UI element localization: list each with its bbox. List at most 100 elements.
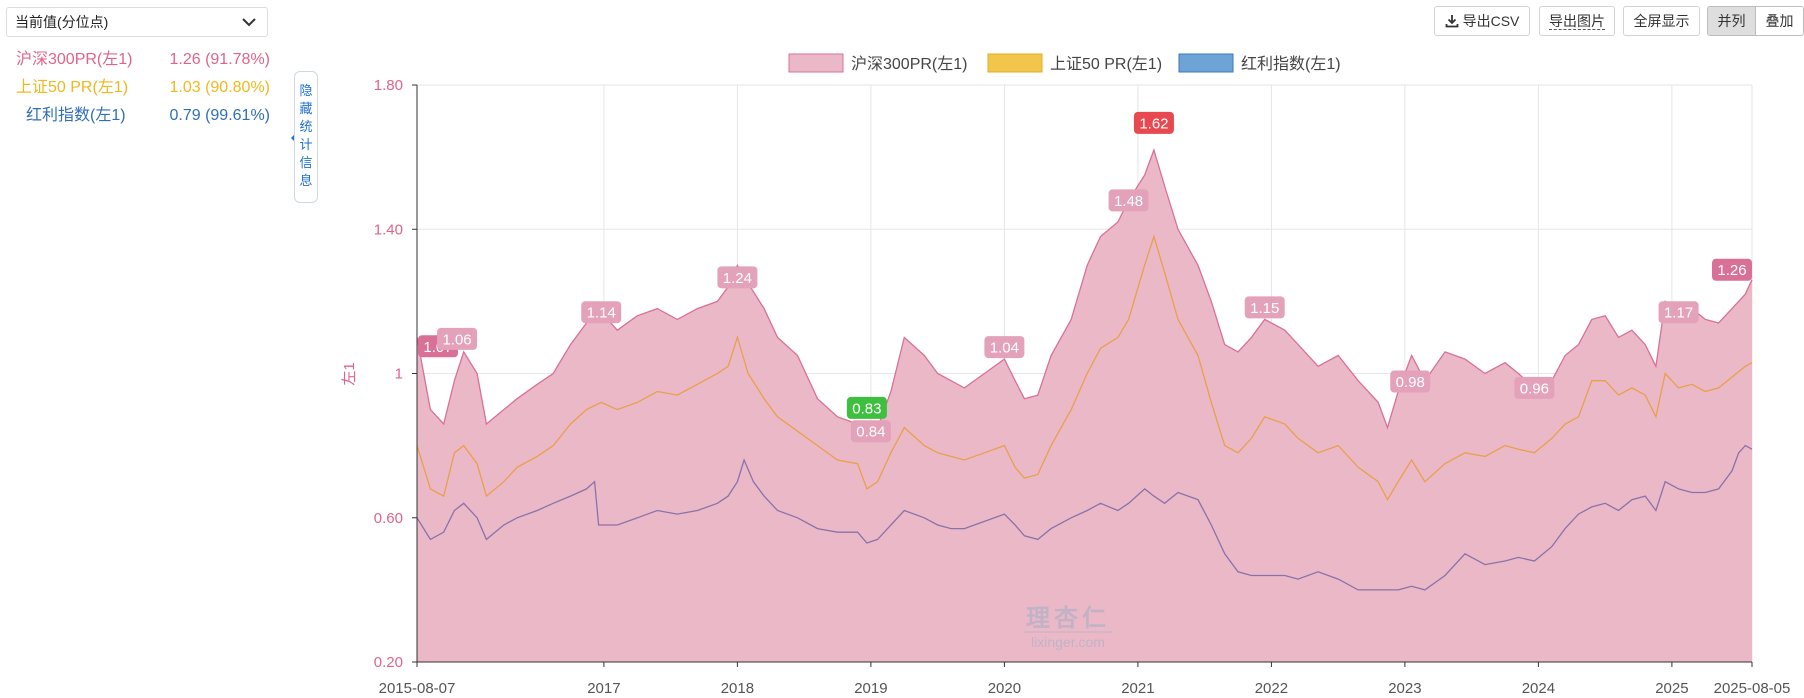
data-label: 1.48: [1108, 189, 1149, 212]
tab-char: 隐: [299, 83, 313, 98]
x-tick-label: 2017: [587, 680, 620, 697]
data-label: 0.96: [1514, 376, 1555, 399]
data-label: 1.26: [1712, 258, 1752, 281]
x-tick-label: 2023: [1388, 680, 1421, 697]
data-label: 1.17: [1658, 301, 1699, 324]
display-mode-toggle: 并列 叠加: [1707, 6, 1804, 36]
stat-name: 沪深300PR(左1): [16, 51, 133, 68]
series-line-sz50: [416, 234, 1753, 502]
legend-label: 沪深300PR(左1): [851, 55, 967, 73]
data-label: 1.04: [984, 336, 1025, 359]
export-image-label: 导出图片: [1549, 12, 1605, 30]
collapse-arrow-icon: [291, 134, 295, 142]
chevron-down-icon: [242, 18, 256, 27]
x-tick-label: 2025: [1655, 680, 1688, 697]
data-label: 1.14: [581, 301, 622, 324]
stat-name: 红利指数(左1): [26, 107, 126, 124]
data-label-bg: [846, 396, 887, 419]
dropdown-label: 当前值(分位点): [15, 14, 109, 30]
series-area-hs300: [417, 149, 1752, 662]
y-tick-label: 0.60: [374, 510, 403, 527]
data-label: 1.24: [717, 266, 758, 289]
data-label-text: 0.83: [852, 400, 881, 417]
data-label-text: 1.17: [1664, 305, 1693, 322]
y-tick-label: 1.80: [374, 77, 403, 94]
watermark-url: lixinger.com: [1031, 634, 1105, 650]
y-tick-label: 0.20: [374, 654, 403, 671]
tab-char: 息: [299, 173, 313, 188]
y-axis-label: 左1: [341, 362, 358, 385]
x-tick-label: 2018: [721, 680, 754, 697]
data-label-bg: [1712, 258, 1752, 281]
tab-char: 计: [299, 137, 313, 152]
data-label-bg: [1244, 296, 1285, 319]
data-label: 1.15: [1244, 296, 1285, 319]
tab-char: 信: [299, 155, 313, 170]
y-tick-label: 1.40: [374, 221, 403, 238]
stats-panel: 沪深300PR(左1) 1.26 (91.78%) 上证50 PR(左1) 1.…: [8, 48, 270, 132]
series-line-dividend: [416, 444, 1753, 591]
data-label-text: 1.14: [587, 305, 616, 322]
data-label-text: 1.15: [1250, 300, 1279, 317]
data-label-text: 1.24: [723, 270, 752, 287]
mode-side-by-side-button[interactable]: 并列: [1708, 7, 1756, 35]
export-csv-button[interactable]: 导出CSV: [1434, 6, 1530, 36]
x-tick-label: 2022: [1255, 680, 1288, 697]
x-tick-label: 2020: [988, 680, 1021, 697]
download-icon: [1445, 15, 1458, 28]
data-label-bg: [717, 266, 758, 289]
data-label-bg: [1658, 301, 1699, 324]
data-label-text: 0.96: [1520, 380, 1549, 397]
x-tick-label: 2025-08-05: [1714, 680, 1791, 697]
export-image-button[interactable]: 导出图片: [1539, 6, 1615, 36]
series-line-hs300: [416, 147, 1753, 432]
value-type-dropdown[interactable]: 当前值(分位点): [6, 7, 268, 37]
data-label-text: 1.06: [442, 331, 471, 348]
data-label-text: 1.26: [1717, 262, 1746, 279]
watermark: 理杏仁 lixinger.com: [1024, 605, 1112, 650]
legend-item: 红利指数(左1): [1178, 53, 1341, 73]
legend-item: 沪深300PR(左1): [788, 53, 967, 73]
y-tick-label: 1: [395, 366, 403, 383]
legend-swatch: [788, 53, 844, 73]
data-label: 1.06: [437, 327, 478, 350]
x-tick-label: 2019: [854, 680, 887, 697]
x-tick-label: 2024: [1522, 680, 1555, 697]
x-tick-label: 2015-08-07: [379, 680, 456, 697]
fullscreen-button[interactable]: 全屏显示: [1623, 6, 1700, 36]
hide-stats-tab[interactable]: 隐 藏 统 计 信 息: [294, 71, 318, 203]
data-label-bg: [1108, 189, 1149, 212]
data-label: 1.62: [1133, 111, 1174, 134]
data-label: 0.84: [850, 420, 891, 443]
mode-overlay-button[interactable]: 叠加: [1756, 7, 1803, 35]
watermark-name: 理杏仁: [1026, 605, 1110, 632]
fullscreen-label: 全屏显示: [1633, 13, 1690, 29]
stat-row: 上证50 PR(左1) 1.03 (90.80%): [8, 76, 270, 104]
legend-label: 红利指数(左1): [1241, 55, 1341, 73]
data-label-bg: [850, 420, 891, 443]
data-label-bg: [437, 327, 478, 350]
data-label-bg: [1514, 376, 1555, 399]
data-label-text: 1.48: [1114, 193, 1143, 210]
legend-swatch: [1178, 53, 1234, 73]
export-csv-label: 导出CSV: [1462, 13, 1520, 29]
data-label-text: 1.04: [990, 340, 1019, 357]
stat-row: 沪深300PR(左1) 1.26 (91.78%): [8, 48, 270, 76]
stat-value: 0.79 (99.61%): [169, 107, 270, 124]
data-label: 0.83: [846, 396, 887, 419]
data-label-text: 0.84: [856, 424, 885, 441]
legend-label: 上证50 PR(左1): [1050, 55, 1162, 73]
data-label-bg: [1133, 111, 1174, 134]
tab-char: 统: [299, 119, 313, 134]
legend-item: 上证50 PR(左1): [987, 53, 1162, 73]
legend-swatch: [987, 53, 1043, 73]
x-tick-label: 2021: [1121, 680, 1154, 697]
data-label-bg: [581, 301, 622, 324]
tab-char: 藏: [299, 101, 313, 116]
stat-row: 红利指数(左1) 0.79 (99.61%): [8, 104, 270, 132]
stat-value: 1.26 (91.78%): [169, 51, 270, 68]
stat-value: 1.03 (90.80%): [169, 79, 270, 96]
data-label-bg: [984, 336, 1025, 359]
data-label-text: 1.62: [1139, 115, 1168, 132]
